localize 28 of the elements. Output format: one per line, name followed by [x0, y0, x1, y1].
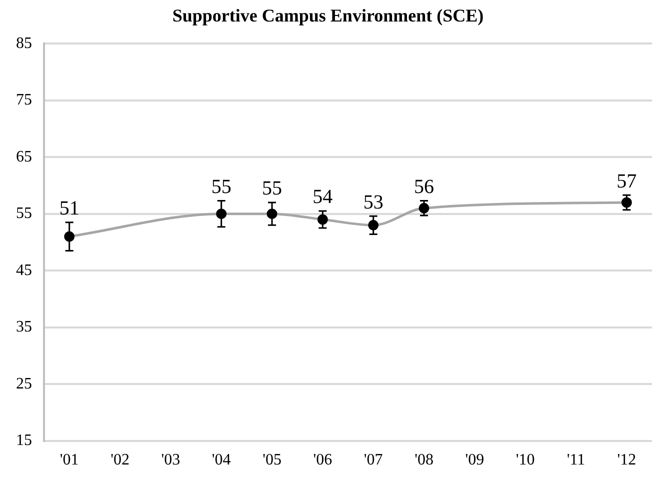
- y-tick-label: 35: [16, 318, 32, 336]
- y-tick-label: 55: [16, 205, 32, 222]
- chart-title: Supportive Campus Environment (SCE): [172, 5, 484, 26]
- x-tick-label: '12: [617, 452, 636, 469]
- x-tick-label: '04: [212, 452, 231, 469]
- y-tick-label: 65: [16, 148, 32, 166]
- x-tick-label: '07: [364, 452, 383, 469]
- x-tick-label: '05: [262, 452, 282, 469]
- data-label: 54: [312, 186, 333, 208]
- x-tick-label: '06: [313, 452, 332, 469]
- x-tick-label: '10: [516, 452, 535, 469]
- data-label: 55: [211, 176, 232, 198]
- y-tick-label: 75: [16, 92, 32, 109]
- data-label: 53: [363, 191, 384, 214]
- x-tick-label: '01: [60, 452, 79, 469]
- x-tick-label: '02: [110, 452, 130, 469]
- x-tick-label: '11: [566, 452, 586, 469]
- y-tick-label: 85: [16, 34, 32, 52]
- x-tick-label: '09: [465, 452, 484, 469]
- data-label: 51: [59, 198, 80, 220]
- y-tick-label: 25: [16, 375, 32, 392]
- y-tick-label: 15: [16, 432, 32, 450]
- x-tick-label: '03: [161, 452, 180, 469]
- y-tick-label: 45: [16, 262, 32, 279]
- data-label: 56: [414, 176, 434, 198]
- data-label: 55: [262, 178, 282, 200]
- data-label: 57: [616, 170, 637, 192]
- x-tick-label: '08: [414, 452, 434, 469]
